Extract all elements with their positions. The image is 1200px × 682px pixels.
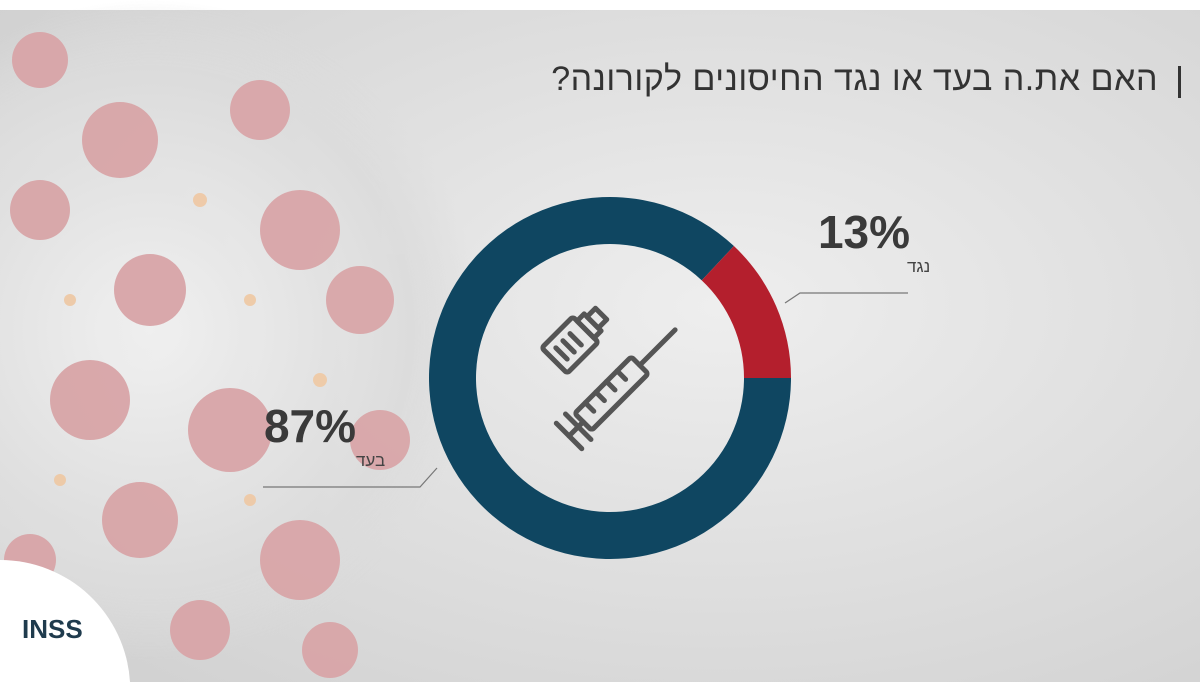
top-strip (0, 0, 1200, 10)
leader-line (263, 467, 438, 488)
leader-line (784, 292, 908, 304)
value-label: 13% (818, 206, 910, 258)
value-label: 87% (264, 400, 356, 452)
virus-illustration (0, 0, 480, 678)
chart-title: האם את.ה בעד או נגד החיסונים לקורונה? (551, 60, 1158, 98)
vaccine-icon (540, 305, 678, 452)
category-label: נגד (907, 257, 930, 276)
donut-slice (701, 246, 791, 378)
logo: INSS (22, 614, 83, 644)
title-bar (1178, 66, 1181, 98)
logo-badge (0, 559, 130, 682)
category-label: בעד (356, 451, 385, 470)
